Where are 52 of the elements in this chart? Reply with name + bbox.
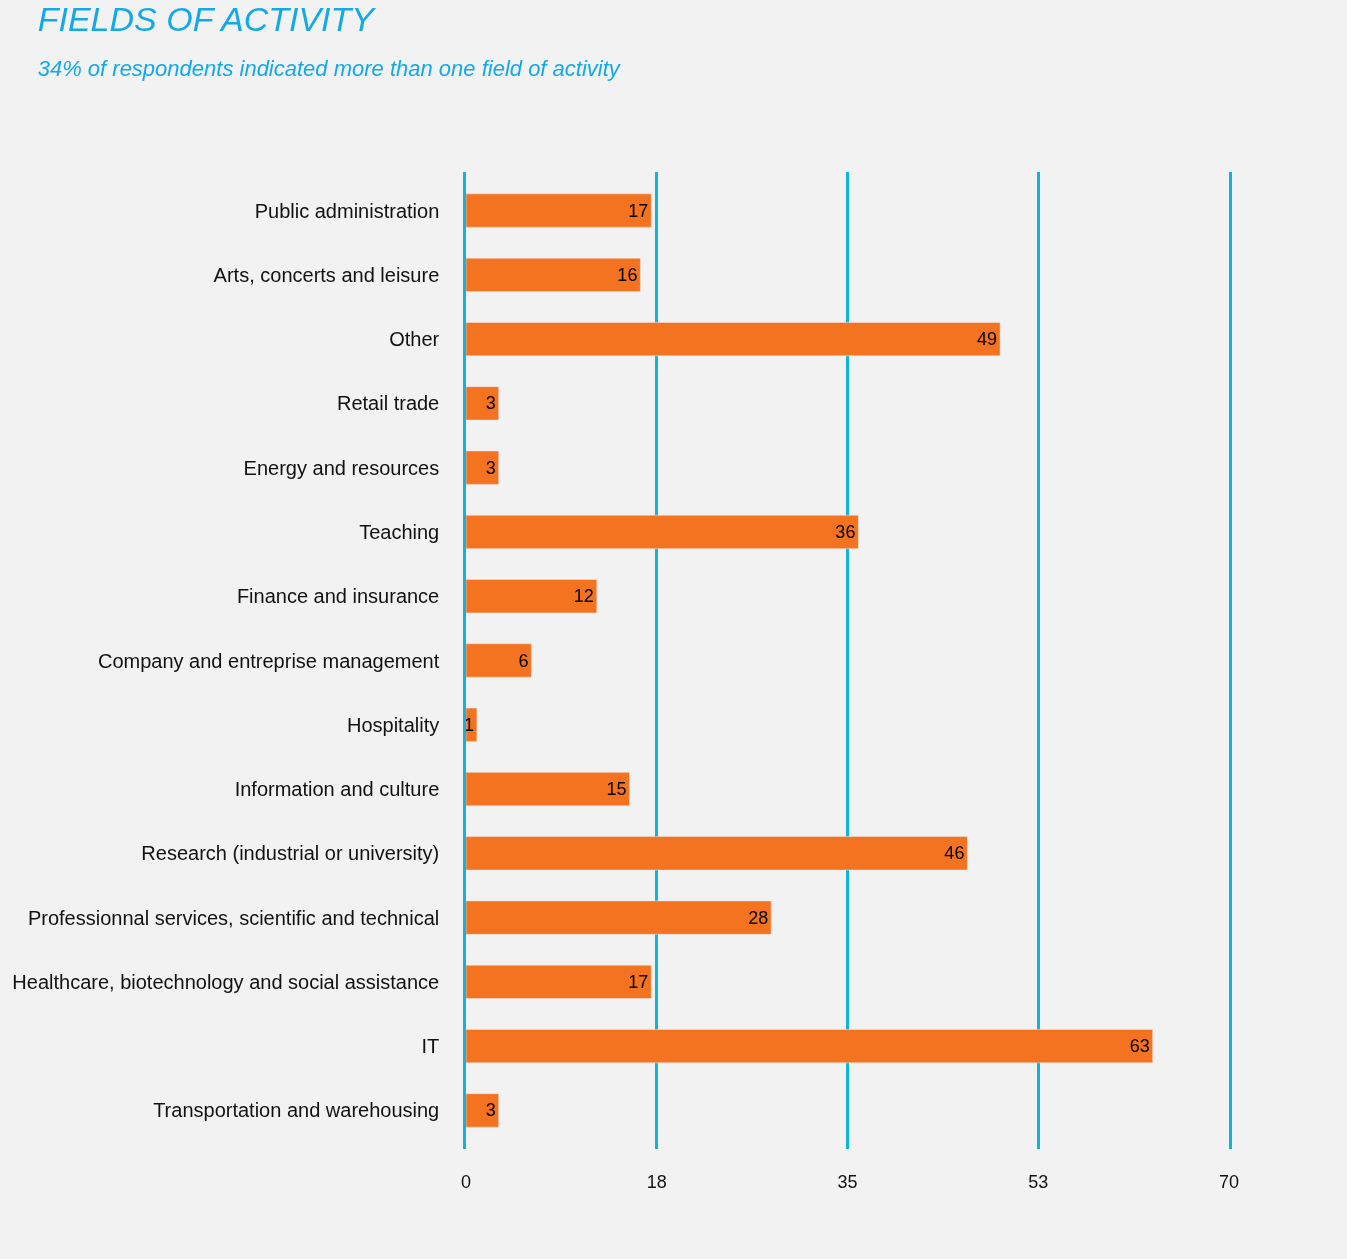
y-tick-label: Energy and resources [243,456,440,479]
data-label: 15 [606,779,627,800]
data-label: 3 [485,1100,496,1121]
y-tick-label: Finance and insurance [236,585,440,608]
x-tick-label: 53 [1028,1172,1049,1192]
data-label: 6 [518,650,529,671]
y-tick-label: Professionnal services, scientific and technical [27,906,440,929]
y-tick-label: Transportation and warehousing [153,1099,440,1122]
bar [466,707,478,742]
bar [466,964,652,999]
data-label: 16 [617,264,638,285]
x-tick-label: 70 [1218,1172,1240,1192]
bar [466,386,499,421]
bar [466,836,968,871]
data-label: 3 [485,457,496,478]
y-tick-label: Other [389,328,440,351]
data-label: 3 [485,393,496,414]
bar [466,322,1001,357]
data-label: 28 [748,907,769,928]
data-label: 17 [628,200,649,221]
bar [466,1029,1153,1064]
bar [466,900,772,935]
y-tick-label: Company and entreprise management [97,649,440,672]
y-tick-label: Arts, concerts and leisure [213,263,440,286]
y-tick-label: Hospitality [346,713,440,736]
bar [466,450,499,485]
data-label: 46 [944,843,965,864]
y-tick-label: IT [421,1035,440,1058]
data-label: 12 [573,586,594,607]
bar [466,514,859,549]
y-tick-label: Retail trade [336,392,440,415]
data-label: 17 [628,971,649,992]
bar [466,643,532,678]
x-tick-label: 35 [837,1172,858,1192]
data-label: 49 [977,329,998,350]
chart-subtitle: 34% of respondents indicated more than one field of activity [37,55,622,81]
x-tick-label: 0 [460,1172,472,1192]
x-tick-label: 18 [646,1172,667,1192]
data-label: 1 [463,714,474,735]
bar [466,772,630,807]
data-label: 63 [1129,1036,1150,1057]
bar [466,257,641,292]
bar [466,1093,499,1128]
y-tick-label: Public administration [254,199,440,222]
data-label: 36 [835,521,856,542]
y-tick-label: Research (industrial or university) [141,842,440,865]
y-tick-label: Teaching [359,520,440,543]
y-tick-label: Healthcare, biotechnology and social assistance [12,970,440,993]
chart-title: FIELDS OF ACTIVITY [37,0,377,39]
bar [466,579,598,614]
y-tick-label: Information and culture [234,778,440,801]
bar [466,193,652,228]
